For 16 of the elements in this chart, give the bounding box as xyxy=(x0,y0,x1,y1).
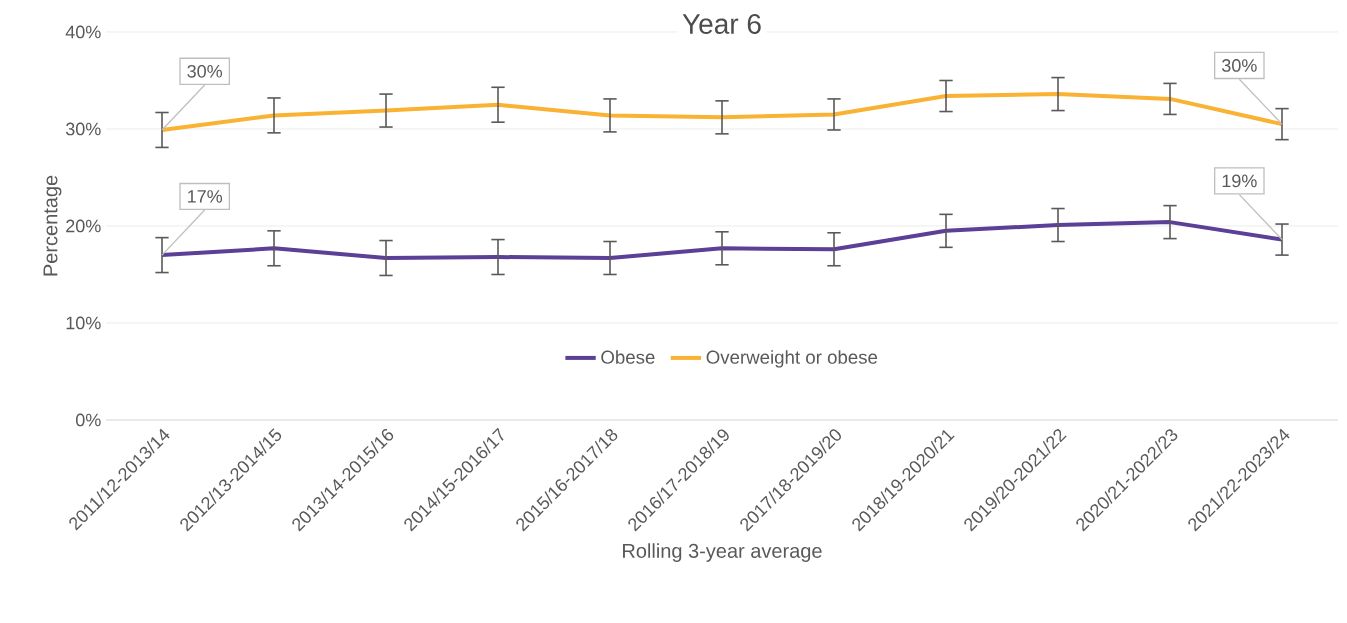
y-tick-label: 40% xyxy=(65,25,101,39)
legend-label: Overweight or obese xyxy=(706,350,878,368)
y-tick-label: 0% xyxy=(75,413,101,427)
y-axis-title: Percentage xyxy=(43,175,62,276)
annotation: 30% xyxy=(1222,59,1257,72)
annotation: 30% xyxy=(187,64,223,78)
y-tick-label: 30% xyxy=(65,122,101,136)
annotation: 19% xyxy=(1222,174,1257,188)
annotation: 17% xyxy=(188,190,223,203)
y-tick-label: 10% xyxy=(66,316,101,330)
legend-label: Obese xyxy=(601,350,655,364)
line-series xyxy=(160,220,1284,260)
x-axis-title: Rolling 3-year average xyxy=(623,543,822,562)
line-series xyxy=(160,92,1284,132)
chart-title: Year 6 xyxy=(682,14,761,34)
y-tick-label: 20% xyxy=(66,219,101,233)
